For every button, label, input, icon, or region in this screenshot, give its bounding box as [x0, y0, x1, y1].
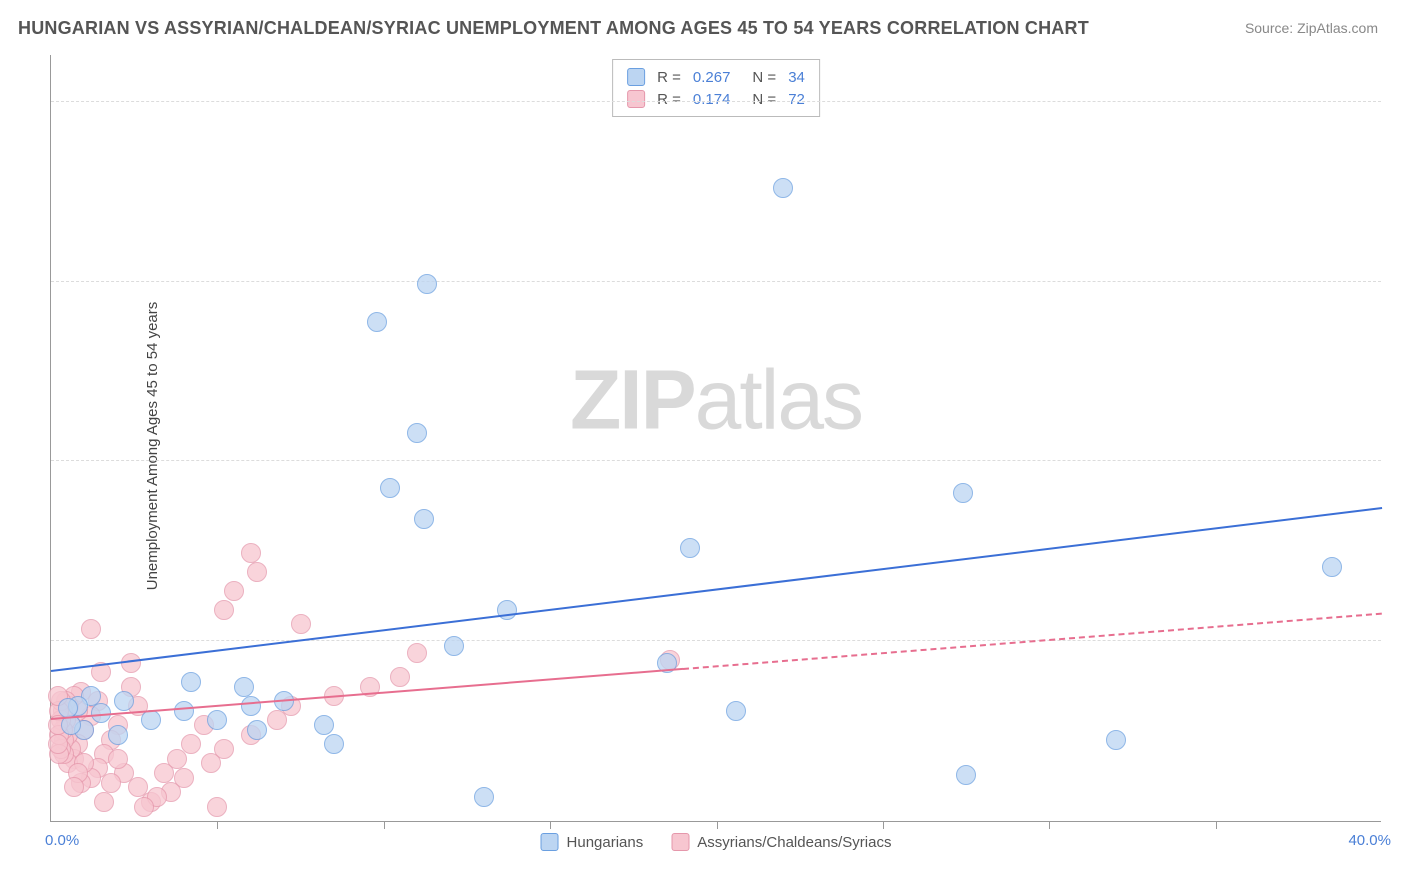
x-tick: [550, 821, 551, 829]
stats-legend-row: R = 0.174 N = 72: [627, 88, 805, 110]
y-tick-label: 22.5%: [1389, 256, 1406, 273]
scatter-point-blue: [773, 178, 793, 198]
legend-swatch: [627, 68, 645, 86]
scatter-point-blue: [680, 538, 700, 558]
scatter-point-blue: [726, 701, 746, 721]
x-tick: [217, 821, 218, 829]
scatter-point-blue: [474, 787, 494, 807]
n-value: 34: [788, 69, 805, 86]
scatter-point-pink: [267, 710, 287, 730]
gridline-h: [51, 101, 1381, 102]
scatter-point-blue: [1322, 557, 1342, 577]
scatter-point-blue: [953, 483, 973, 503]
x-tick: [1049, 821, 1050, 829]
x-axis-origin-label: 0.0%: [45, 832, 79, 849]
trendline-blue-solid: [51, 507, 1382, 672]
correlation-chart: HUNGARIAN VS ASSYRIAN/CHALDEAN/SYRIAC UN…: [0, 0, 1406, 892]
source-attribution: Source: ZipAtlas.com: [1245, 20, 1378, 36]
watermark-bold: ZIP: [570, 352, 695, 446]
scatter-point-pink: [94, 792, 114, 812]
scatter-point-blue: [207, 710, 227, 730]
scatter-point-pink: [134, 797, 154, 817]
legend-swatch: [671, 833, 689, 851]
n-label: N =: [752, 91, 776, 108]
scatter-point-blue: [444, 636, 464, 656]
scatter-point-blue: [324, 734, 344, 754]
watermark: ZIPatlas: [570, 351, 862, 448]
scatter-point-pink: [407, 643, 427, 663]
legend-swatch: [627, 90, 645, 108]
scatter-point-blue: [114, 691, 134, 711]
scatter-point-pink: [224, 581, 244, 601]
series-legend: Hungarians Assyrians/Chaldeans/Syriacs: [541, 833, 892, 851]
scatter-point-blue: [314, 715, 334, 735]
x-tick: [1216, 821, 1217, 829]
scatter-point-pink: [390, 667, 410, 687]
scatter-point-blue: [241, 696, 261, 716]
watermark-thin: atlas: [695, 352, 862, 446]
legend-swatch: [541, 833, 559, 851]
scatter-point-pink: [201, 753, 221, 773]
scatter-point-pink: [181, 734, 201, 754]
r-label: R =: [657, 69, 681, 86]
scatter-point-pink: [291, 614, 311, 634]
x-tick: [717, 821, 718, 829]
scatter-point-blue: [181, 672, 201, 692]
scatter-point-blue: [1106, 730, 1126, 750]
scatter-point-blue: [247, 720, 267, 740]
y-tick-label: 30.0%: [1389, 76, 1406, 93]
series-legend-label: Assyrians/Chaldeans/Syriacs: [697, 834, 891, 851]
r-value: 0.174: [693, 91, 731, 108]
scatter-point-blue: [380, 478, 400, 498]
gridline-h: [51, 281, 1381, 282]
scatter-point-blue: [108, 725, 128, 745]
scatter-point-pink: [214, 600, 234, 620]
series-legend-label: Hungarians: [567, 834, 644, 851]
scatter-point-pink: [207, 797, 227, 817]
stats-legend: R = 0.267 N = 34 R = 0.174 N = 72: [612, 59, 820, 117]
stats-legend-row: R = 0.267 N = 34: [627, 66, 805, 88]
scatter-point-pink: [241, 543, 261, 563]
scatter-point-pink: [48, 734, 68, 754]
y-tick-label: 7.5%: [1389, 616, 1406, 633]
scatter-point-blue: [174, 701, 194, 721]
scatter-point-blue: [234, 677, 254, 697]
r-label: R =: [657, 91, 681, 108]
n-value: 72: [788, 91, 805, 108]
plot-area: ZIPatlas R =0.267N =34R =0.174N =72 0.0%…: [50, 55, 1381, 822]
y-tick-label: 15.0%: [1389, 436, 1406, 453]
scatter-point-pink: [81, 619, 101, 639]
scatter-point-blue: [497, 600, 517, 620]
gridline-h: [51, 640, 1381, 641]
scatter-point-blue: [956, 765, 976, 785]
scatter-point-blue: [414, 509, 434, 529]
scatter-point-blue: [141, 710, 161, 730]
chart-title: HUNGARIAN VS ASSYRIAN/CHALDEAN/SYRIAC UN…: [18, 18, 1089, 39]
gridline-h: [51, 460, 1381, 461]
trendline-pink-dashed: [683, 613, 1382, 670]
series-legend-item: Hungarians: [541, 833, 644, 851]
scatter-point-blue: [417, 274, 437, 294]
x-tick: [384, 821, 385, 829]
r-value: 0.267: [693, 69, 731, 86]
series-legend-item: Assyrians/Chaldeans/Syriacs: [671, 833, 891, 851]
scatter-point-pink: [247, 562, 267, 582]
x-tick: [883, 821, 884, 829]
scatter-point-blue: [367, 312, 387, 332]
scatter-point-blue: [407, 423, 427, 443]
n-label: N =: [752, 69, 776, 86]
x-axis-end-label: 40.0%: [1348, 832, 1391, 849]
scatter-point-pink: [64, 777, 84, 797]
scatter-point-pink: [108, 749, 128, 769]
